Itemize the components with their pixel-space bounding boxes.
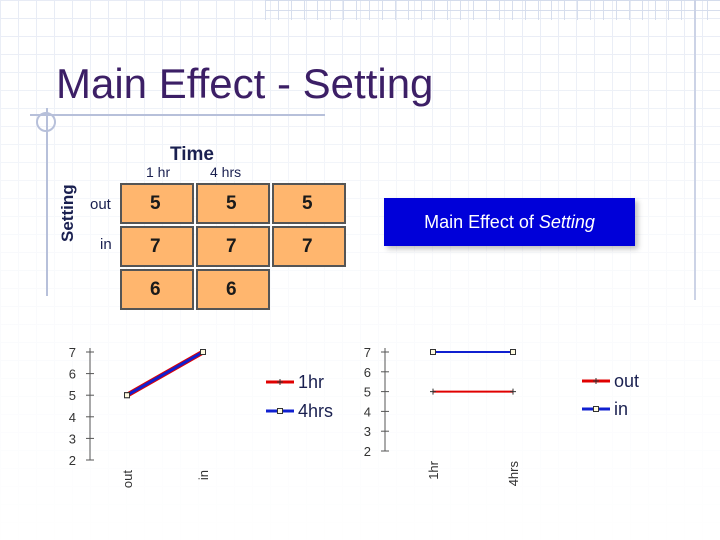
slide-title: Main Effect - Setting bbox=[56, 60, 434, 107]
decorative-right-line bbox=[694, 0, 696, 300]
row-label-out: out bbox=[90, 196, 111, 213]
y-tick-label: 2 bbox=[69, 453, 76, 468]
table-cell: 5 bbox=[120, 183, 194, 224]
x-tick-label: 4hrs bbox=[506, 461, 521, 487]
y-tick-label: 6 bbox=[69, 367, 76, 382]
y-tick-label: 7 bbox=[69, 345, 76, 360]
x-tick-label: in bbox=[196, 470, 211, 480]
callout-text: Main Effect of bbox=[424, 212, 539, 232]
legend-marker bbox=[277, 379, 283, 385]
time-factor-label: Time bbox=[170, 144, 215, 165]
series-marker bbox=[510, 349, 516, 355]
table-cell: 7 bbox=[120, 226, 194, 267]
table-cell: 7 bbox=[196, 226, 270, 267]
legend-label: in bbox=[614, 399, 628, 419]
decorative-vertical-line bbox=[46, 108, 48, 296]
table-cell: 5 bbox=[196, 183, 270, 224]
series-marker bbox=[200, 349, 206, 355]
x-tick-label: out bbox=[120, 470, 135, 488]
decorative-circle bbox=[36, 112, 56, 132]
legend-marker bbox=[277, 408, 283, 414]
legend-marker bbox=[593, 406, 599, 412]
y-tick-label: 4 bbox=[69, 410, 76, 425]
y-tick-label: 3 bbox=[364, 424, 371, 439]
column-label-4hrs: 4 hrs bbox=[210, 164, 242, 180]
table-cell: 5 bbox=[272, 183, 346, 224]
y-tick-label: 6 bbox=[364, 365, 371, 380]
y-tick-label: 5 bbox=[69, 388, 76, 403]
legend-marker bbox=[593, 378, 599, 384]
series-line-4hrs bbox=[126, 350, 204, 397]
series-marker bbox=[430, 349, 436, 355]
legend-label: 4hrs bbox=[298, 401, 333, 421]
series-marker bbox=[430, 388, 436, 395]
corner-grid-decoration bbox=[265, 0, 720, 20]
table-cell: 6 bbox=[120, 269, 194, 310]
x-tick-label: 1hr bbox=[426, 460, 441, 479]
y-tick-label: 5 bbox=[364, 385, 371, 400]
row-label-in: in bbox=[100, 236, 112, 253]
y-tick-label: 4 bbox=[364, 404, 371, 419]
table-cell: 6 bbox=[196, 269, 270, 310]
legend-label: out bbox=[614, 371, 639, 391]
table-cell: 7 bbox=[272, 226, 346, 267]
decorative-horizontal-line bbox=[30, 114, 325, 116]
legend-label: 1hr bbox=[298, 372, 324, 392]
y-tick-label: 3 bbox=[69, 431, 76, 446]
series-marker bbox=[510, 388, 516, 395]
y-tick-label: 2 bbox=[364, 444, 371, 459]
column-label-1hr: 1 hr bbox=[146, 164, 171, 180]
callout-emphasis: Setting bbox=[538, 212, 595, 232]
main-effect-callout: Main Effect of Setting bbox=[384, 198, 635, 246]
series-marker bbox=[124, 392, 130, 399]
y-tick-label: 7 bbox=[364, 345, 371, 360]
